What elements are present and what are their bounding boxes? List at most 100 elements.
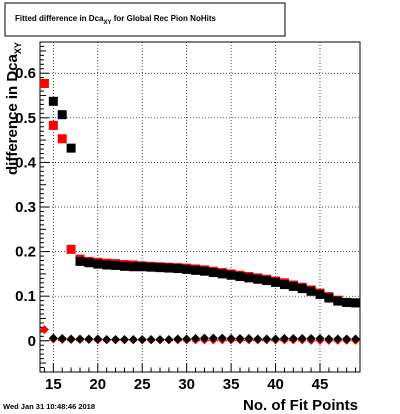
data-point-diamond: [48, 333, 58, 343]
y-axis-title: difference in DcaXY: [4, 42, 23, 175]
x-tick-label: 15: [45, 376, 62, 393]
data-point-square: [57, 110, 67, 120]
data-point-diamond: [191, 334, 201, 344]
data-point-square: [244, 273, 254, 283]
data-point-diamond: [93, 334, 103, 344]
data-point-diamond: [324, 334, 334, 344]
data-point-diamond: [271, 334, 281, 344]
data-point-diamond: [333, 334, 343, 344]
data-point-diamond: [137, 334, 147, 344]
title-box: Fitted difference in DcaXY for Global Re…: [4, 2, 286, 37]
data-point-diamond: [244, 334, 254, 344]
data-point-diamond: [279, 334, 289, 344]
data-point-square: [208, 268, 218, 278]
date-stamp: Wed Jan 31 10:48:46 2018: [3, 402, 95, 411]
data-point-diamond: [119, 334, 129, 344]
data-point-square: [279, 280, 289, 290]
data-point-diamond: [84, 334, 94, 344]
chart-title-main: Fitted difference in Dca: [15, 14, 104, 23]
data-point-diamond: [128, 334, 138, 344]
x-axis-title: No. of Fit Points: [243, 397, 358, 414]
data-point-square: [102, 260, 112, 270]
data-point-square: [324, 293, 334, 303]
data-point-diamond: [102, 334, 112, 344]
y-tick-label: 0.6: [15, 65, 36, 82]
data-point-diamond: [146, 334, 156, 344]
y-axis-title-subscript: XY: [13, 42, 23, 54]
data-point-square: [111, 260, 121, 270]
y-tick-label: 0.2: [15, 244, 36, 261]
data-point-square: [137, 262, 147, 272]
y-tick-label: 0: [28, 333, 36, 350]
chart-title-subscript: XY: [103, 20, 111, 26]
data-point-diamond: [199, 333, 209, 343]
data-point-diamond: [173, 334, 183, 344]
data-point-diamond: [182, 334, 192, 344]
data-point-square: [164, 263, 174, 273]
data-point-square: [271, 277, 281, 287]
x-tick-label: 40: [267, 376, 284, 393]
data-point-square: [351, 298, 361, 308]
data-point-diamond: [253, 334, 263, 344]
x-tick-label: 25: [134, 376, 151, 393]
x-tick-label: 45: [312, 376, 329, 393]
data-point-diamond: [288, 334, 298, 344]
data-point-diamond: [164, 334, 174, 344]
data-point-diamond: [306, 334, 316, 344]
data-point-square: [226, 270, 236, 280]
data-point-diamond: [111, 334, 121, 344]
data-point-square: [173, 264, 183, 274]
data-point-diamond: [75, 334, 85, 344]
data-point-square: [48, 120, 58, 130]
data-point-diamond: [39, 325, 49, 335]
y-tick-label: 0.3: [15, 199, 36, 216]
data-point-diamond: [262, 334, 272, 344]
axis-ticks: [40, 45, 357, 372]
data-point-square: [342, 297, 352, 307]
data-point-square: [57, 134, 67, 144]
grid-lines: [40, 42, 360, 372]
data-point-diamond: [155, 334, 165, 344]
y-tick-label: 0.5: [15, 110, 36, 127]
data-point-square: [262, 276, 272, 286]
data-point-diamond: [342, 334, 352, 344]
data-point-diamond: [57, 334, 67, 344]
data-point-square: [66, 143, 76, 153]
y-axis-title-main: difference in Dca: [4, 53, 21, 175]
data-point-square: [155, 263, 165, 273]
data-point-square: [235, 272, 245, 282]
data-point-diamond: [315, 334, 325, 344]
data-point-square: [253, 274, 263, 284]
data-point-diamond: [66, 334, 76, 344]
data-point-square: [199, 266, 209, 276]
chart-title-rest: for Global Rec Pion NoHits: [111, 14, 216, 23]
data-point-square: [48, 96, 58, 106]
x-tick-labels: 15 20 25 30 35 40 45: [45, 376, 328, 393]
data-point-square: [128, 262, 138, 272]
data-markers: [39, 78, 361, 345]
x-tick-label: 35: [223, 376, 240, 393]
y-tick-labels: 0 0.1 0.2 0.3 0.4 0.5 0.6: [15, 65, 37, 350]
data-point-diamond: [235, 334, 245, 344]
data-point-square: [297, 284, 307, 294]
y-tick-label: 0.1: [15, 288, 36, 305]
data-point-diamond: [297, 334, 307, 344]
data-point-square: [84, 258, 94, 268]
data-point-square: [39, 78, 49, 88]
data-point-square: [288, 281, 298, 291]
data-point-diamond: [208, 333, 218, 343]
chart-title: Fitted difference in DcaXY for Global Re…: [15, 14, 216, 26]
data-point-square: [75, 256, 85, 266]
data-point-square: [93, 259, 103, 269]
data-point-square: [315, 289, 325, 299]
y-tick-label: 0.4: [15, 154, 37, 171]
x-tick-label: 30: [178, 376, 195, 393]
data-point-square: [66, 244, 76, 254]
data-point-square: [146, 262, 156, 272]
data-point-square: [119, 261, 129, 271]
data-point-square: [217, 269, 227, 279]
data-point-diamond: [217, 333, 227, 343]
data-point-square: [182, 264, 192, 274]
data-point-square: [306, 286, 316, 296]
